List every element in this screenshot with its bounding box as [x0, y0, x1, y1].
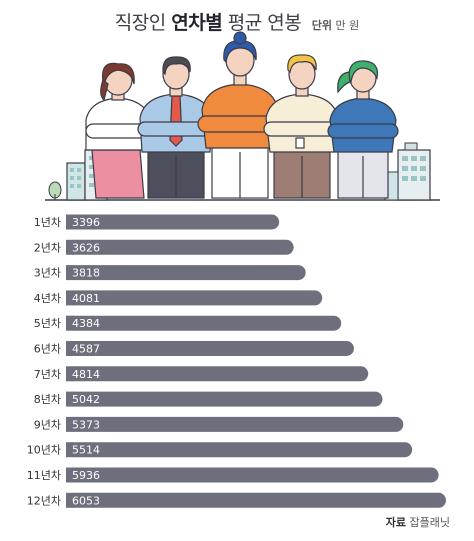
- category-label: 8년차: [34, 393, 61, 406]
- source-note: 자료 잡플래닛: [386, 514, 450, 530]
- value-label: 3818: [72, 267, 100, 280]
- value-label: 4384: [72, 317, 100, 330]
- source-value: 잡플래닛: [409, 516, 450, 529]
- bar-left-edge: [66, 391, 74, 407]
- bar-left-edge: [66, 492, 74, 508]
- man-blue-shirt-figure: [137, 56, 215, 199]
- bar-left-edge: [66, 366, 74, 382]
- value-label: 5373: [72, 418, 100, 431]
- bar: [66, 214, 280, 230]
- category-label: 7년차: [34, 368, 61, 381]
- category-label: 3년차: [34, 267, 61, 280]
- category-label: 12년차: [27, 494, 61, 507]
- value-label: 4081: [72, 292, 100, 305]
- bar-left-edge: [66, 315, 74, 331]
- office-workers-illustration: [45, 31, 440, 201]
- man-cream-sweater-figure: [263, 54, 341, 199]
- chart-title: 직장인 연차별 평균 연봉 단위 만 원: [0, 8, 474, 35]
- value-label: 5936: [72, 469, 100, 482]
- woman-green-hair-figure: [327, 60, 399, 199]
- tree-icon: [48, 181, 62, 200]
- bar-left-edge: [66, 290, 74, 306]
- category-label: 6년차: [34, 343, 61, 356]
- bar-left-edge: [66, 416, 74, 432]
- bar: [66, 239, 294, 255]
- bar-left-edge: [66, 341, 74, 356]
- bar-left-edge: [66, 442, 74, 458]
- unit-note: 단위 만 원: [312, 19, 360, 32]
- bar-left-edge: [66, 239, 74, 255]
- woman-red-skirt-figure: [85, 62, 151, 199]
- category-label: 9년차: [34, 418, 61, 431]
- title-part1: 직장인: [114, 12, 166, 34]
- woman-orange-top-figure: [197, 31, 283, 199]
- value-label: 3626: [72, 241, 100, 254]
- value-label: 5042: [72, 393, 100, 406]
- bar-left-edge: [66, 467, 74, 483]
- category-label: 2년차: [34, 241, 61, 254]
- value-label: 4587: [72, 343, 100, 356]
- bar-left-edge: [66, 214, 74, 230]
- value-label: 6053: [72, 494, 100, 507]
- category-label: 5년차: [34, 317, 61, 330]
- unit-label: 단위: [311, 19, 332, 32]
- bar: [66, 467, 439, 483]
- category-label: 10년차: [27, 444, 61, 457]
- bar: [66, 416, 404, 432]
- value-label: 4814: [72, 368, 100, 381]
- bar-left-edge: [66, 265, 74, 281]
- bar: [66, 290, 323, 306]
- value-label: 3396: [72, 216, 100, 229]
- category-label: 11년차: [27, 469, 61, 482]
- bar: [66, 315, 342, 331]
- title-bold: 연차별: [171, 12, 223, 34]
- bar: [66, 391, 383, 407]
- source-label: 자료: [385, 516, 407, 529]
- bar: [66, 442, 413, 458]
- category-label: 1년차: [34, 216, 61, 229]
- category-label: 4년차: [34, 292, 61, 305]
- unit-value: 만 원: [335, 19, 360, 32]
- bar: [66, 265, 306, 281]
- bar: [66, 492, 446, 508]
- bar: [66, 341, 354, 356]
- bar: [66, 366, 369, 382]
- value-label: 5514: [72, 444, 100, 457]
- title-part2: 평균 연봉: [227, 12, 302, 34]
